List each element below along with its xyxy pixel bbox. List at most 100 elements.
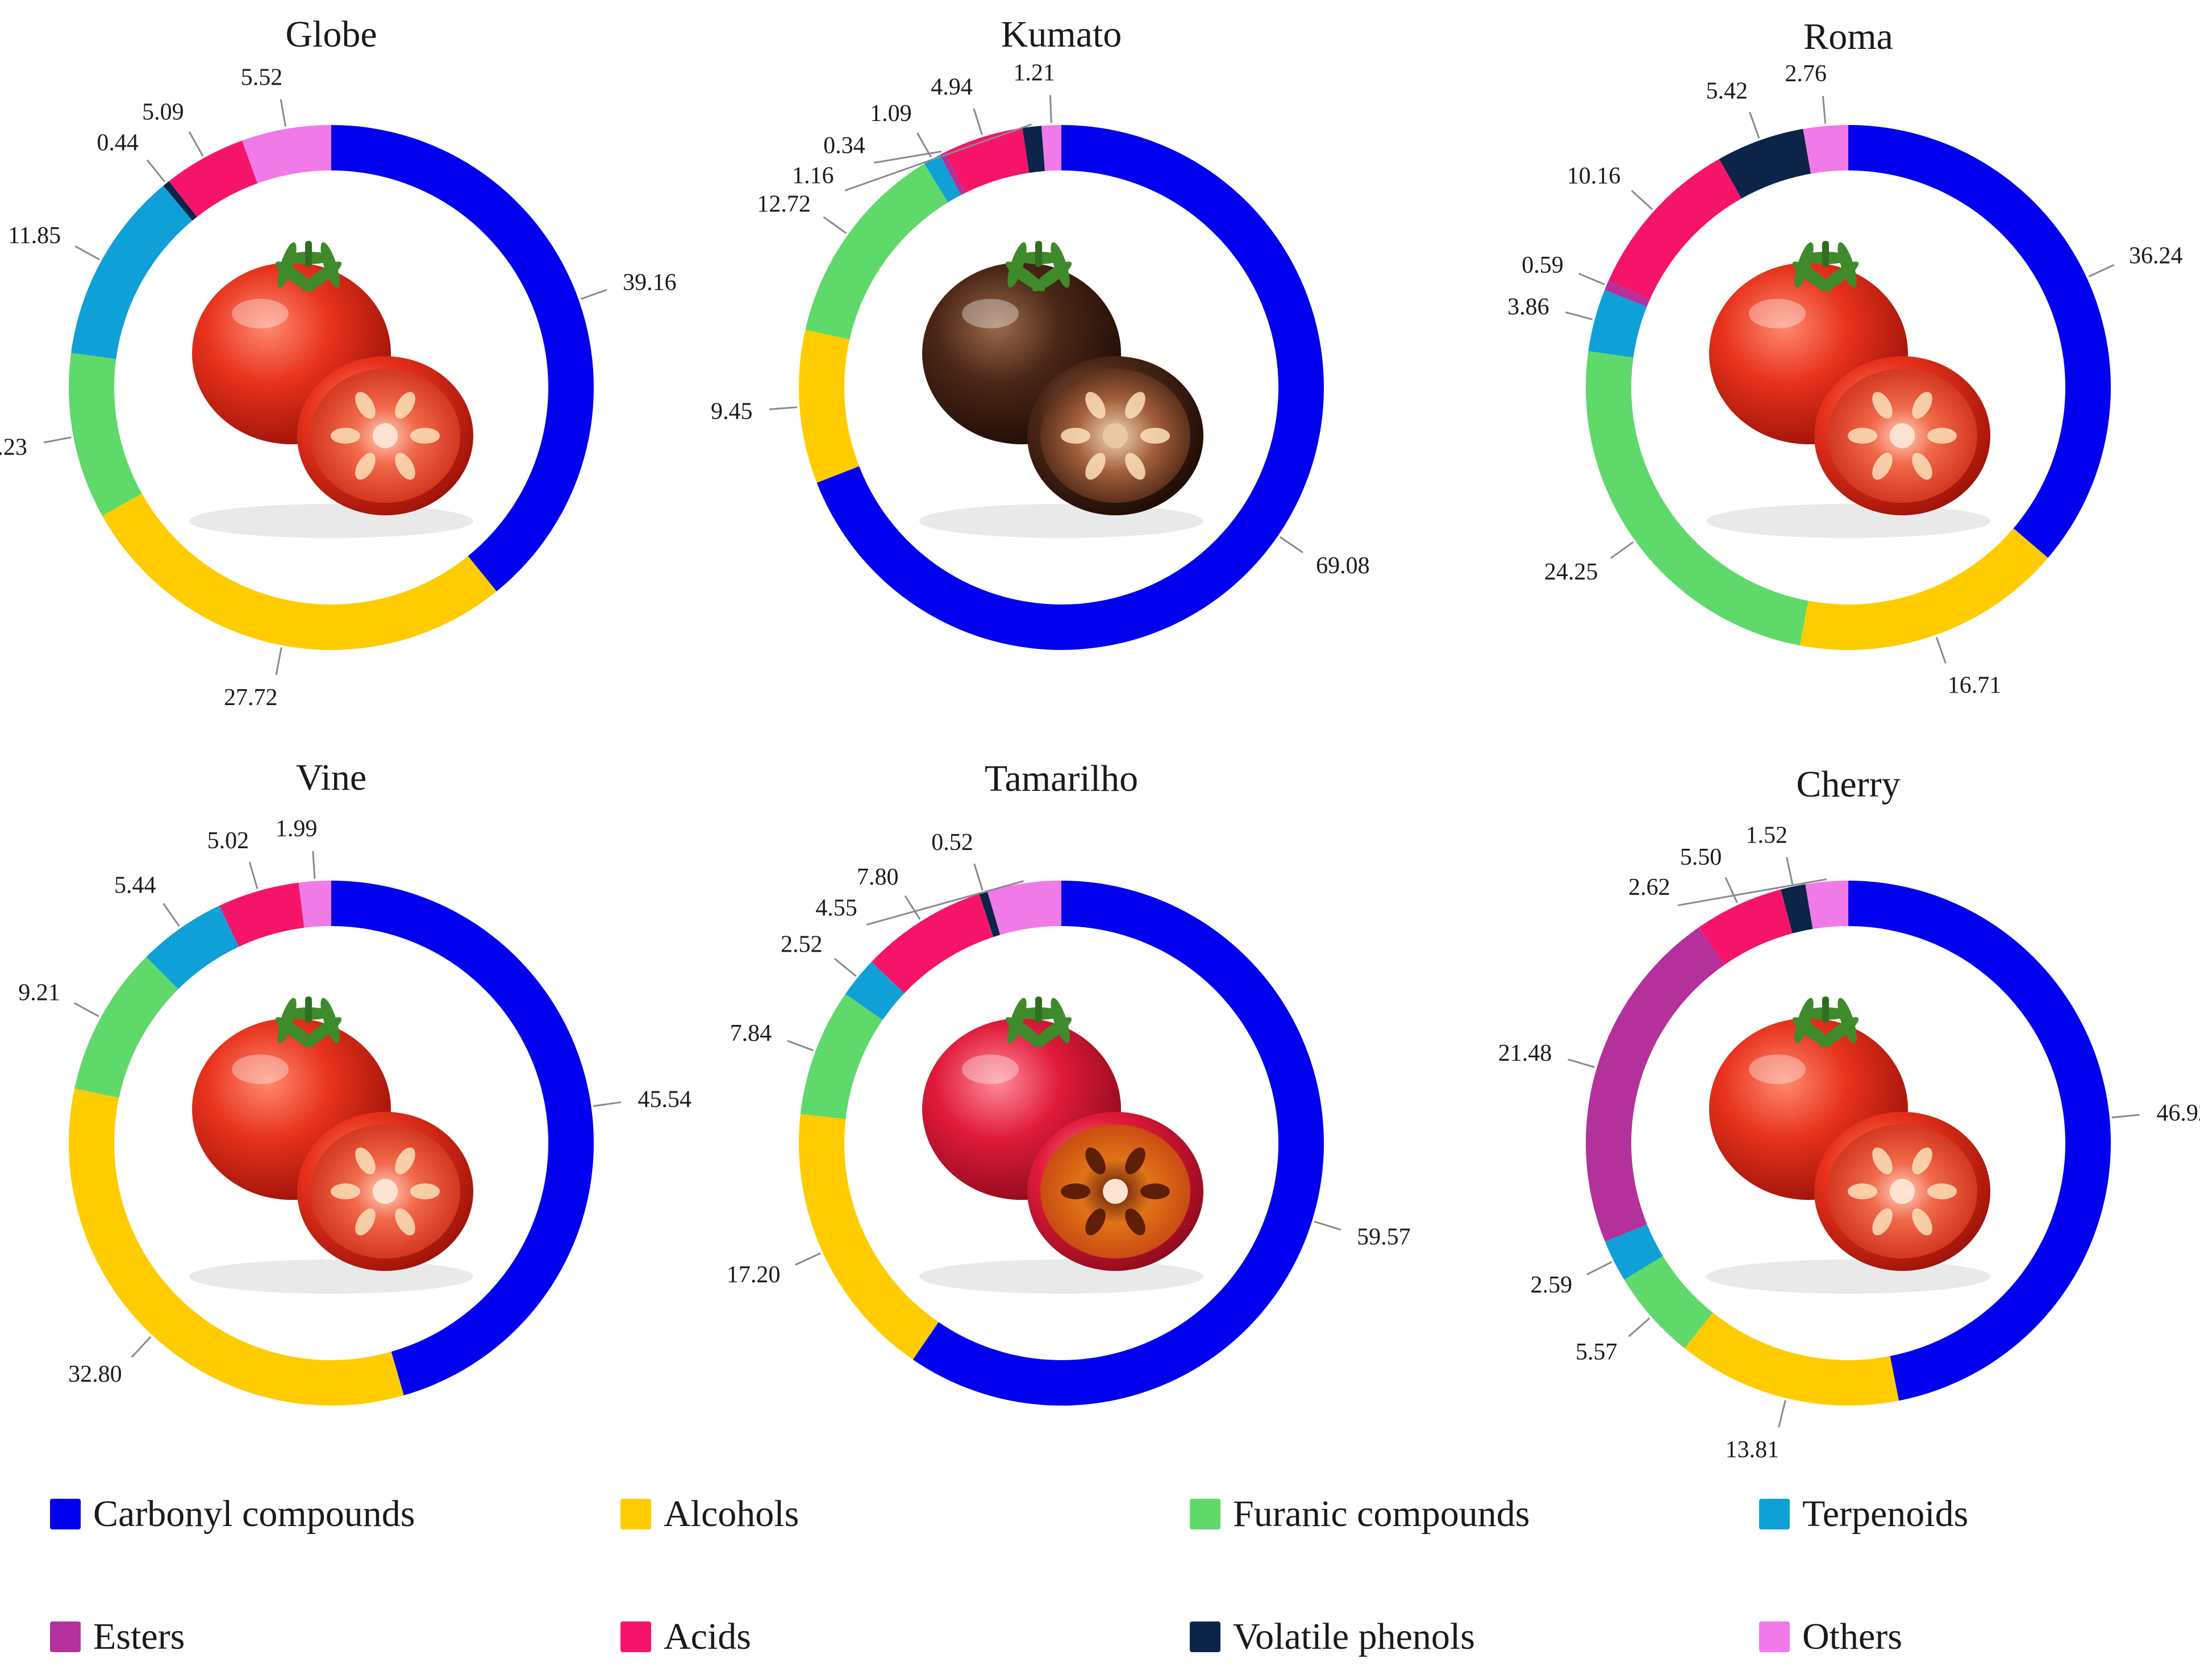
slice-vine-others [298, 881, 331, 928]
seed-pattern-icon [331, 1147, 440, 1236]
slice-tamarilho-others [987, 881, 1061, 935]
leader-line-vine-carbonyl-compounds [593, 1101, 622, 1107]
slice-kumato-alcohols [799, 330, 860, 483]
seed-pattern-icon [1061, 1147, 1170, 1236]
leader-line-cherry-others [1677, 878, 1827, 907]
vine-photo [189, 997, 473, 1294]
shadow-shape [1706, 504, 1990, 538]
leader-line-kumato-others [1049, 95, 1052, 123]
data-label-cherry-others: 2.62 [1628, 874, 1670, 901]
seed-pattern-icon [1848, 1147, 1957, 1236]
slice-tamarilho-volatile-phenols [979, 891, 1001, 937]
data-label-tamarilho-furanic-compounds: 7.84 [730, 1020, 772, 1047]
slice-globe-alcohols [102, 493, 497, 650]
stem-icon [275, 997, 342, 1047]
seed-pattern-icon [1848, 391, 1957, 480]
stem-icon [1005, 241, 1072, 291]
slice-cherry-terpenoids [1605, 1224, 1663, 1280]
legend-item-alcohols: Alcohols [620, 1493, 799, 1535]
leader-line-vine-alcohols [131, 1336, 152, 1358]
slice-roma-acids [1608, 159, 1742, 299]
data-label-tamarilho-volatile-phenols: 0.52 [931, 829, 973, 856]
chart-title-roma: Roma [1803, 16, 1893, 57]
data-label-globe-volatile-phenols: 0.44 [97, 130, 139, 156]
chart-title-vine: Vine [296, 757, 366, 798]
data-label-vine-acids: 5.02 [207, 828, 249, 854]
slice-tamarilho-furanic-compounds [800, 994, 883, 1119]
slice-tamarilho-carbonyl-compounds [913, 881, 1324, 1406]
data-label-globe-alcohols: 27.72 [224, 685, 278, 711]
data-label-vine-furanic-compounds: 9.21 [18, 979, 60, 1006]
highlight-shape [1749, 1054, 1806, 1084]
leader-line-roma-acids [1631, 190, 1653, 210]
shadow-shape [189, 1260, 473, 1294]
leader-line-kumato-volatile-phenols [844, 123, 1032, 191]
data-label-roma-esters: 0.59 [1522, 252, 1564, 278]
highlight-shape [232, 299, 289, 328]
legend-label-volatile-phenols: Volatile phenols [1233, 1616, 1475, 1657]
leader-line-roma-alcohols [1935, 636, 1947, 664]
leader-line-tamarilho-acids [904, 895, 921, 920]
data-label-kumato-alcohols: 9.45 [711, 398, 753, 424]
slice-roma-alcohols [1799, 528, 2048, 651]
data-label-kumato-carbonyl-compounds: 69.08 [1316, 553, 1370, 579]
data-label-cherry-carbonyl-compounds: 46.92 [2156, 1100, 2200, 1126]
leader-line-roma-others [1822, 95, 1827, 124]
slice-cherry-esters [1586, 927, 1725, 1242]
legend-item-furanic-compounds: Furanic compounds [1190, 1493, 1530, 1535]
chart-vine: Vine 45.54 32.80 9.21 5.44 5.02 1.99 [18, 757, 691, 1406]
leader-line-tamarilho-carbonyl-compounds [1314, 1220, 1341, 1231]
slice-kumato-volatile-phenols [1022, 126, 1045, 173]
slice-kumato-esters [940, 152, 965, 195]
data-label-kumato-acids: 4.94 [931, 74, 973, 100]
leader-line-roma-volatile-phenols [1749, 111, 1760, 139]
legend-swatch-alcohols [620, 1499, 651, 1529]
legend-label-terpenoids: Terpenoids [1802, 1493, 1968, 1535]
leader-line-cherry-acids [1724, 877, 1738, 903]
kumato-photo [919, 241, 1203, 538]
slice-globe-others [241, 125, 331, 184]
tamarilho-photo [919, 997, 1203, 1294]
leader-line-cherry-furanic-compounds [1628, 1317, 1651, 1337]
legend-item-acids: Acids [620, 1616, 751, 1657]
leader-line-vine-terpenoids [163, 903, 180, 927]
highlight-shape [1749, 299, 1806, 328]
slice-roma-furanic-compounds [1586, 351, 1809, 646]
shadow-shape [189, 504, 473, 538]
chart-title-cherry: Cherry [1796, 764, 1900, 805]
slice-tamarilho-terpenoids [845, 961, 905, 1020]
seed-pattern-icon [331, 391, 440, 480]
slice-vine-terpenoids [146, 906, 239, 990]
data-label-cherry-terpenoids: 2.59 [1531, 1272, 1573, 1298]
shadow-shape [1706, 1260, 1990, 1294]
leader-line-tamarilho-alcohols [795, 1252, 821, 1266]
stem-icon [1005, 997, 1072, 1047]
data-label-tamarilho-acids: 7.80 [857, 864, 899, 890]
slice-kumato-terpenoids [924, 155, 961, 203]
chart-tamarilho: Tamarilho 59.57 17.20 7.84 2.52 7.80 0.52 4.55 [727, 758, 1411, 1406]
leader-line-vine-others [312, 851, 316, 879]
legend-swatch-volatile-phenols [1190, 1621, 1220, 1652]
slice-kumato-acids [945, 128, 1030, 193]
slice-kumato-others [1041, 125, 1061, 172]
leader-line-globe-carbonyl-compounds [580, 289, 607, 300]
legend-label-others: Others [1802, 1616, 1902, 1657]
leader-line-kumato-acids [973, 108, 983, 135]
leader-line-cherry-carbonyl-compounds [2111, 1114, 2140, 1119]
legend-item-volatile-phenols: Volatile phenols [1190, 1616, 1475, 1657]
data-label-roma-volatile-phenols: 5.42 [1706, 78, 1748, 104]
legend: Carbonyl compounds Alcohols Furanic compou… [50, 1493, 1968, 1657]
data-label-roma-terpenoids: 3.86 [1507, 294, 1549, 320]
leader-line-globe-others [280, 99, 287, 127]
data-label-roma-alcohols: 16.71 [1948, 672, 2002, 698]
slice-cherry-carbonyl-compounds [1848, 881, 2111, 1401]
slice-globe-terpenoids [71, 185, 193, 359]
stem-icon [275, 241, 342, 291]
leader-line-tamarilho-furanic-compounds [787, 1040, 814, 1052]
legend-swatch-furanic-compounds [1190, 1499, 1220, 1529]
leader-line-globe-volatile-phenols [146, 159, 166, 182]
slice-cherry-others [1805, 881, 1848, 929]
data-label-cherry-esters: 21.48 [1498, 1040, 1552, 1066]
slice-cherry-volatile-phenols [1781, 884, 1813, 933]
